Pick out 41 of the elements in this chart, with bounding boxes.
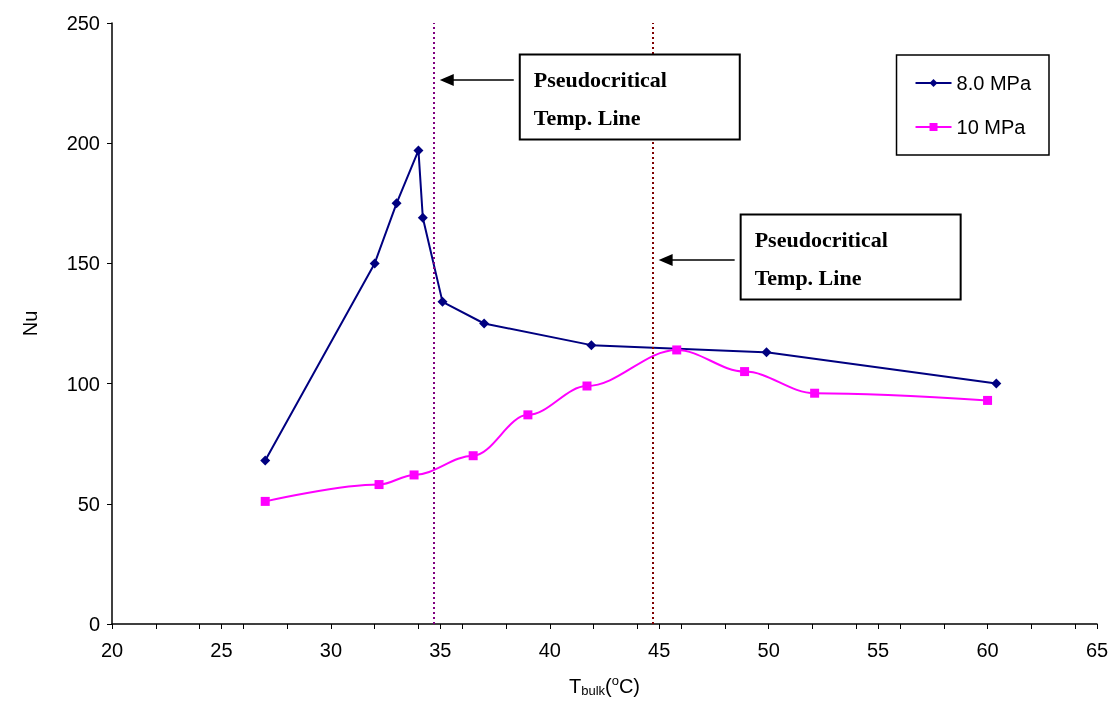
legend-label: 10 MPa [956, 116, 1027, 138]
x-tick-label: 40 [538, 639, 561, 661]
x-tick-label: 35 [429, 639, 452, 661]
point [582, 381, 592, 391]
x-tick-label: 55 [866, 639, 890, 661]
y-tick-label: 50 [77, 492, 100, 515]
point [391, 198, 402, 209]
point [740, 367, 750, 377]
point [586, 340, 597, 351]
y-tick-label: 200 [66, 132, 100, 155]
point [468, 451, 478, 461]
y-axis-title: Nu [19, 310, 41, 337]
point [417, 212, 428, 223]
point [409, 470, 419, 480]
y-tick-label: 0 [88, 613, 100, 635]
annotation: Pseudocritical Temp. Line [533, 67, 667, 130]
y-tick-label: 150 [66, 252, 100, 275]
point [479, 318, 490, 329]
point [260, 455, 271, 466]
point [672, 345, 682, 355]
x-tick-label: 30 [319, 639, 343, 661]
point [374, 480, 384, 490]
x-tick-label: 45 [648, 639, 671, 661]
x-tick-label: 20 [100, 639, 124, 661]
point [810, 388, 820, 398]
point [369, 258, 380, 269]
x-tick-label: 65 [1085, 639, 1109, 661]
annotation: Pseudocritical Temp. Line [754, 227, 888, 290]
point [260, 496, 270, 506]
y-tick-label: 100 [66, 372, 100, 395]
point [983, 395, 993, 405]
legend-label: 8.0 MPa [956, 72, 1032, 94]
x-tick-label: 60 [976, 639, 999, 661]
x-tick-label: 25 [210, 639, 233, 661]
point [437, 296, 448, 307]
y-tick-label: 250 [66, 12, 100, 34]
point [761, 347, 772, 358]
point [523, 410, 533, 420]
point [413, 145, 424, 156]
x-tick-label: 50 [757, 639, 780, 661]
point [991, 378, 1002, 389]
